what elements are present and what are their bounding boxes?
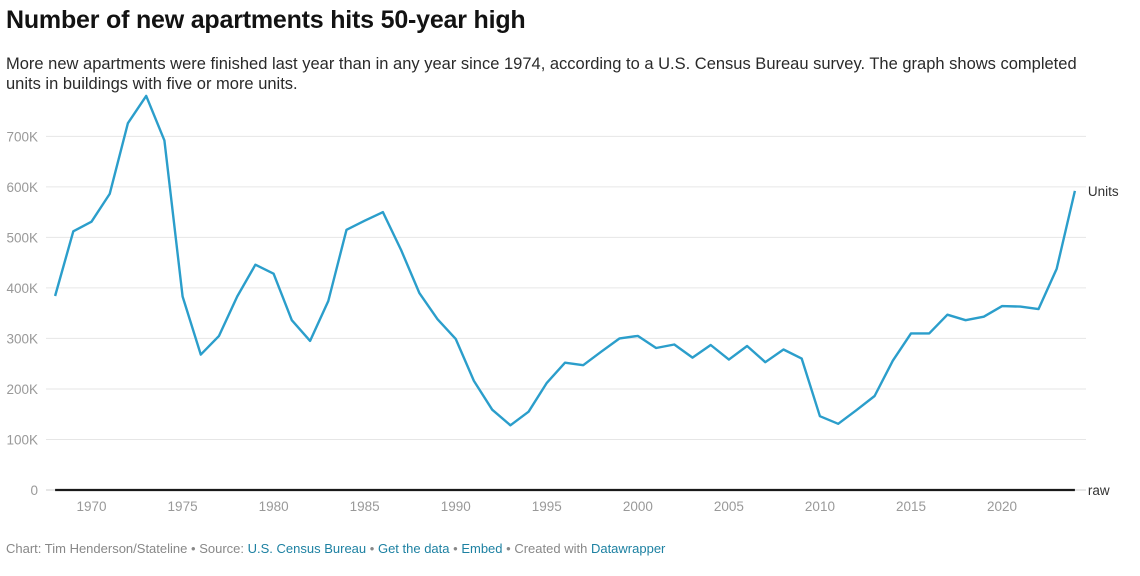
y-tick-label: 500K (6, 230, 38, 245)
x-tick-label: 2015 (896, 499, 926, 514)
footer-separator: • (453, 541, 458, 556)
source-link[interactable]: U.S. Census Bureau (247, 541, 367, 556)
y-tick-label: 600K (6, 180, 38, 195)
chart-subtitle: More new apartments were finished last y… (6, 55, 1077, 93)
x-tick-label: 2020 (987, 499, 1017, 514)
footer-separator: • (191, 541, 196, 556)
x-tick-label: 1975 (168, 499, 198, 514)
series-line-units (53, 94, 1077, 427)
footer-separator: • (506, 541, 511, 556)
x-tick-label: 1980 (259, 499, 289, 514)
footer-credit: Chart: Tim Henderson/Stateline (6, 541, 188, 556)
series-layer (53, 94, 1077, 492)
series-label-units: Units (1088, 184, 1119, 199)
y-tick-label: 0 (30, 483, 38, 498)
x-tick-label: 1995 (532, 499, 562, 514)
y-axis: 0 100K 200K 300K 400K 500K 600K 700K (6, 129, 38, 498)
chart-title: Number of new apartments hits 50-year hi… (6, 6, 526, 34)
y-tick-label: 200K (6, 382, 38, 397)
chart-footer: Chart: Tim Henderson/Stateline • Source:… (6, 541, 665, 556)
x-tick-label: 1970 (77, 499, 107, 514)
series-label-raw: raw (1088, 483, 1110, 498)
footer-separator: • (369, 541, 375, 556)
y-tick-label: 100K (6, 432, 38, 447)
get-data-link[interactable]: Get the data (377, 541, 450, 556)
y-tick-label: 300K (6, 331, 38, 346)
footer-created-with: Created with (514, 541, 588, 556)
series-labels: Units raw (1088, 184, 1119, 498)
x-tick-label: 2000 (623, 499, 653, 514)
footer-source-label: Source: (199, 541, 244, 556)
x-axis: 1970 1975 1980 1985 1990 1995 2000 2005 2010 2015… (77, 499, 1018, 514)
x-tick-label: 1985 (350, 499, 380, 514)
datawrapper-link[interactable]: Datawrapper (590, 541, 666, 556)
x-tick-label: 2010 (805, 499, 835, 514)
y-tick-label: 400K (6, 281, 38, 296)
embed-link[interactable]: Embed (461, 541, 503, 556)
x-tick-label: 2005 (714, 499, 744, 514)
y-tick-label: 700K (6, 129, 38, 144)
grid-layer (46, 135, 1086, 491)
x-tick-label: 1990 (441, 499, 471, 514)
